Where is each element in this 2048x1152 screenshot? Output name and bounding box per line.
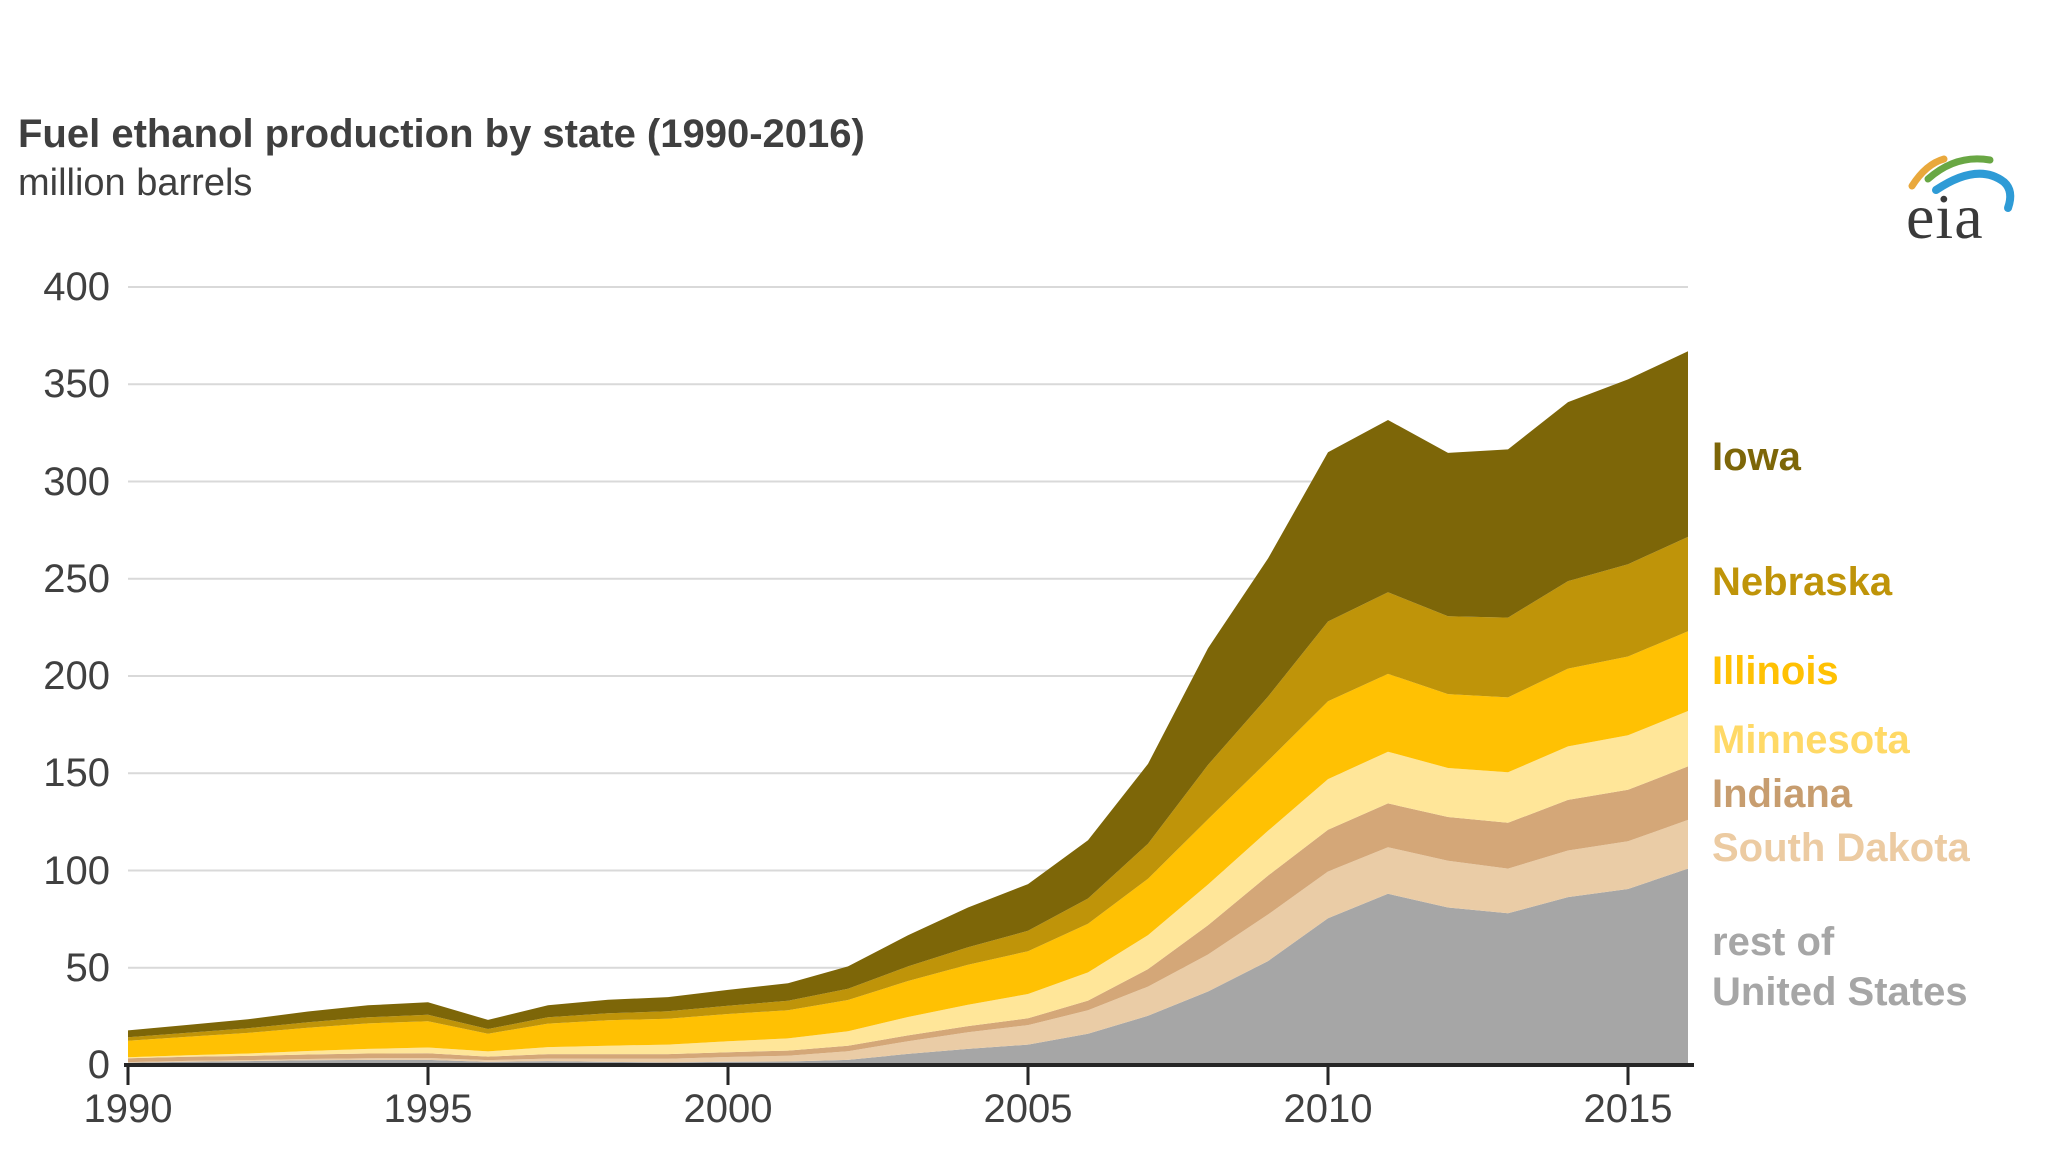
chart-title: Fuel ethanol production by state (1990-2… (18, 112, 865, 156)
y-tick-label-400: 400 (43, 265, 110, 309)
y-tick-label-350: 350 (43, 362, 110, 407)
legend-label-indiana: Indiana (1712, 772, 1853, 816)
legend-label-nebraska: Nebraska (1712, 560, 1893, 604)
chart-units-label: million barrels (18, 162, 253, 204)
y-tick-label-150: 150 (43, 751, 110, 796)
area-iowa (128, 351, 1688, 1038)
x-tick-label-1990: 1990 (83, 1087, 173, 1131)
y-tick-label-0: 0 (87, 1043, 110, 1087)
eia-logo-swoosh (1908, 155, 2015, 212)
gridlines (128, 286, 1688, 969)
logo-green-arc (1924, 155, 1994, 183)
y-tick-label-200: 200 (43, 654, 110, 698)
area-illinois (128, 631, 1688, 1058)
legend-label-iowa: Iowa (1712, 435, 1801, 479)
legend-label-minnesota: Minnesota (1712, 718, 1910, 762)
y-tick-label-50: 50 (65, 945, 111, 990)
area-nebraska (128, 536, 1688, 1041)
legend-label-rest_of_united_states: rest of United States (1712, 920, 1968, 1014)
x-tick-label-2005: 2005 (983, 1087, 1073, 1131)
logo-blue-arc (1932, 169, 2015, 212)
y-tick-label-300: 300 (43, 459, 110, 504)
x-tick-label-1995: 1995 (383, 1087, 473, 1131)
x-axis (124, 1063, 1694, 1085)
legend-label-south_dakota: South Dakota (1712, 826, 1970, 870)
legend-label-illinois: Illinois (1712, 649, 1839, 693)
eia-logo: eia (1898, 142, 2028, 252)
y-tick-label-100: 100 (43, 848, 110, 893)
x-tick-label-2010: 2010 (1283, 1087, 1373, 1131)
logo-yellow-arc (1908, 155, 1948, 190)
x-tick-label-2015: 2015 (1583, 1087, 1673, 1131)
eia-logo-text: eia (1906, 181, 1984, 252)
x-tick-label-2000: 2000 (683, 1087, 773, 1131)
area-rest_of_united_states (128, 868, 1688, 1065)
area-series-group (128, 351, 1688, 1065)
y-tick-label-250: 250 (43, 556, 110, 601)
